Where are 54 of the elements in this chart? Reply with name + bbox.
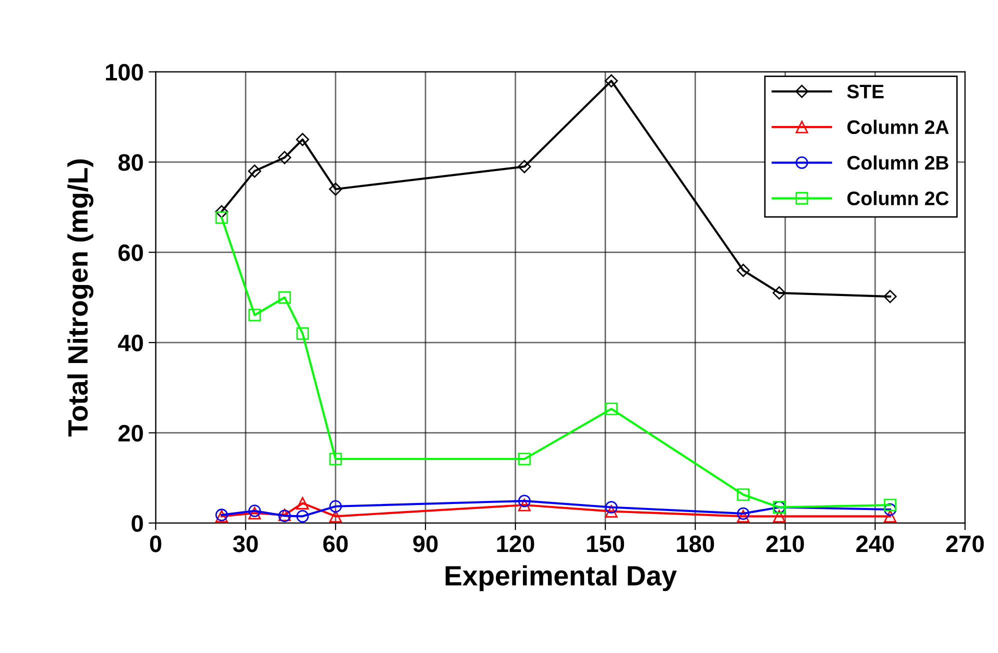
y-axis-title: Total Nitrogen (mg/L) xyxy=(67,159,94,437)
point xyxy=(736,507,750,520)
point xyxy=(248,308,261,322)
point xyxy=(329,452,342,466)
point xyxy=(518,494,531,508)
point xyxy=(605,505,618,518)
point xyxy=(884,498,896,512)
point xyxy=(296,327,309,340)
y-tick-label: 20 xyxy=(118,424,143,442)
x-tick-label: 30 xyxy=(233,535,258,552)
point xyxy=(884,510,896,523)
point xyxy=(518,160,531,174)
point xyxy=(884,290,897,304)
point xyxy=(296,132,310,146)
point xyxy=(215,205,228,218)
x-tick-label: 90 xyxy=(413,535,438,552)
point xyxy=(329,500,342,513)
y-tick-label: 60 xyxy=(118,244,143,262)
y-tick-label: 80 xyxy=(118,154,143,171)
legend-label: STE xyxy=(847,84,884,98)
point xyxy=(278,150,292,164)
point xyxy=(296,496,309,510)
x-tick-label: 0 xyxy=(150,535,162,552)
point xyxy=(329,510,342,523)
x-axis-title: Experimental Day xyxy=(446,565,677,592)
point xyxy=(772,510,786,523)
legend-label: Column 2A xyxy=(847,120,949,134)
y-tick-label: 100 xyxy=(106,64,143,81)
point xyxy=(605,402,618,416)
x-tick-label: 210 xyxy=(766,535,804,552)
point xyxy=(215,211,228,224)
point xyxy=(278,291,291,304)
point xyxy=(296,510,309,523)
x-tick-label: 240 xyxy=(856,535,894,552)
point xyxy=(518,498,531,512)
x-tick-label: 180 xyxy=(677,535,714,552)
point xyxy=(772,286,786,300)
point xyxy=(884,503,896,516)
y-tick-label: 0 xyxy=(132,515,143,532)
x-tick-label: 60 xyxy=(323,535,348,552)
point xyxy=(736,488,750,501)
x-tick-label: 270 xyxy=(946,535,984,552)
point xyxy=(328,182,342,196)
legend-label: Column 2C xyxy=(847,191,949,206)
x-tick-label: 120 xyxy=(497,535,534,552)
point xyxy=(736,510,750,523)
x-tick-label: 150 xyxy=(587,535,624,552)
legend-label: Column 2B xyxy=(847,155,948,170)
point xyxy=(248,164,262,178)
y-tick-label: 40 xyxy=(118,334,143,352)
point xyxy=(518,452,531,466)
point xyxy=(736,264,750,277)
point xyxy=(605,501,618,514)
point xyxy=(604,74,618,88)
